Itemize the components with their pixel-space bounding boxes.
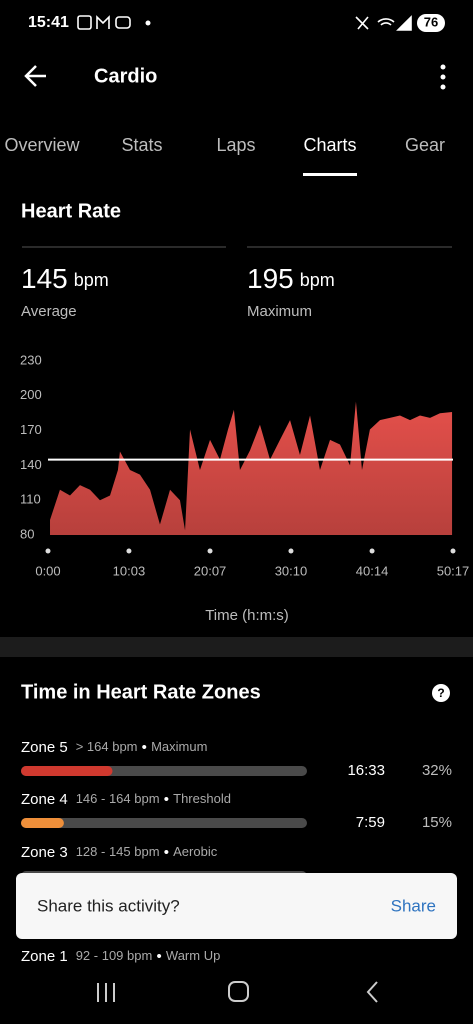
zone-title: Zone 5 > 164 bpm • Maximum	[21, 739, 207, 756]
stat-unit: bpm	[300, 270, 335, 290]
y-tick-label: 110	[20, 492, 41, 507]
x-tick-dot	[369, 548, 375, 554]
zone-name: Zone 5	[21, 739, 68, 756]
zone-title: Zone 3 128 - 145 bpm • Aerobic	[21, 844, 218, 861]
zone-range: 92 - 109 bpm	[76, 948, 153, 963]
snackbar-message: Share this activity?	[37, 896, 180, 915]
stat-number: 145	[21, 263, 68, 294]
section-title: Time in Heart Rate Zones	[21, 681, 261, 703]
y-tick-label: 230	[20, 352, 42, 367]
zone-name: Zone 1	[21, 948, 68, 965]
tab-indicator	[303, 173, 357, 176]
stat-label: Maximum	[247, 303, 312, 320]
zone-label: Maximum	[151, 739, 207, 754]
stat-value: 145 bpm	[21, 263, 109, 294]
status-icons	[77, 15, 412, 31]
nav-back-button[interactable]	[366, 981, 378, 1003]
zone-time: 16:33	[347, 762, 385, 779]
y-tick-label: 80	[20, 526, 34, 541]
home-button[interactable]	[228, 981, 249, 1002]
section-gap	[0, 637, 473, 657]
battery	[417, 14, 445, 32]
x-axis-title: Time (h:m:s)	[205, 607, 289, 624]
header-title: Cardio	[94, 65, 157, 87]
battery-level: 76	[424, 14, 438, 29]
x-tick-dot	[45, 548, 51, 554]
tab[interactable]: Overview	[4, 135, 80, 155]
tab[interactable]: Gear	[405, 135, 445, 155]
tab-bar: Overview Stats Laps Charts Gear	[4, 135, 445, 176]
help-button[interactable]	[432, 684, 450, 702]
x-tick-label: 20:07	[194, 563, 227, 578]
menu-button[interactable]	[440, 64, 446, 90]
zone-track	[21, 818, 307, 828]
x-tick-label: 10:03	[113, 563, 146, 578]
stat-value: 195 bpm	[247, 263, 335, 294]
zone-bar	[21, 818, 64, 828]
x-tick-label: 30:10	[275, 563, 308, 578]
zone-title: Zone 4 146 - 164 bpm • Threshold	[21, 791, 231, 808]
zone-range: 146 - 164 bpm	[76, 791, 160, 806]
x-tick-label: 50:17	[437, 563, 470, 578]
chart: 80 110 140 170 200 230 0:00 10:03 20:07 30:10 40:1…	[20, 352, 469, 624]
x-tick-dot	[450, 548, 456, 554]
back-button[interactable]	[24, 65, 46, 87]
zone-percent: 32%	[422, 762, 452, 779]
x-tick-dot	[126, 548, 132, 554]
stat-label: Average	[21, 303, 77, 320]
recents-button[interactable]	[97, 983, 115, 1002]
zone-bar	[21, 766, 113, 776]
zone-label: Threshold	[173, 791, 231, 806]
zone-range: 128 - 145 bpm	[76, 844, 160, 859]
x-tick-dot	[207, 548, 213, 554]
zone-time: 7:59	[356, 814, 385, 831]
zone-range: > 164 bpm	[76, 739, 138, 754]
stat-unit: bpm	[74, 270, 109, 290]
x-tick-dot	[288, 548, 294, 554]
x-tick-label: 0:00	[35, 563, 60, 578]
zone-label: Warm Up	[166, 948, 220, 963]
heart-rate-area	[50, 401, 453, 535]
zone-name: Zone 3	[21, 844, 68, 861]
stats: 145 bpm Average 195 bpm Maximum	[21, 263, 335, 320]
tab[interactable]: Laps	[216, 135, 255, 155]
tab[interactable]: Stats	[121, 135, 162, 155]
x-tick-label: 40:14	[356, 563, 389, 578]
help-icon: ?	[437, 686, 444, 700]
zone-label: Aerobic	[173, 844, 218, 859]
section-title: Heart Rate	[21, 200, 121, 222]
zone-name: Zone 4	[21, 791, 68, 808]
zone-title: Zone 1 92 - 109 bpm • Warm Up	[21, 948, 220, 965]
stat-number: 195	[247, 263, 294, 294]
nav-bar	[0, 964, 473, 1024]
zone-percent: 15%	[422, 814, 452, 831]
snackbar	[16, 873, 457, 939]
y-tick-label: 170	[20, 422, 42, 437]
y-tick-label: 200	[20, 387, 42, 402]
tab[interactable]: Charts	[303, 135, 356, 155]
snackbar-action[interactable]: Share	[391, 896, 436, 915]
y-tick-label: 140	[20, 457, 42, 472]
status-time: 15:41	[28, 14, 69, 31]
